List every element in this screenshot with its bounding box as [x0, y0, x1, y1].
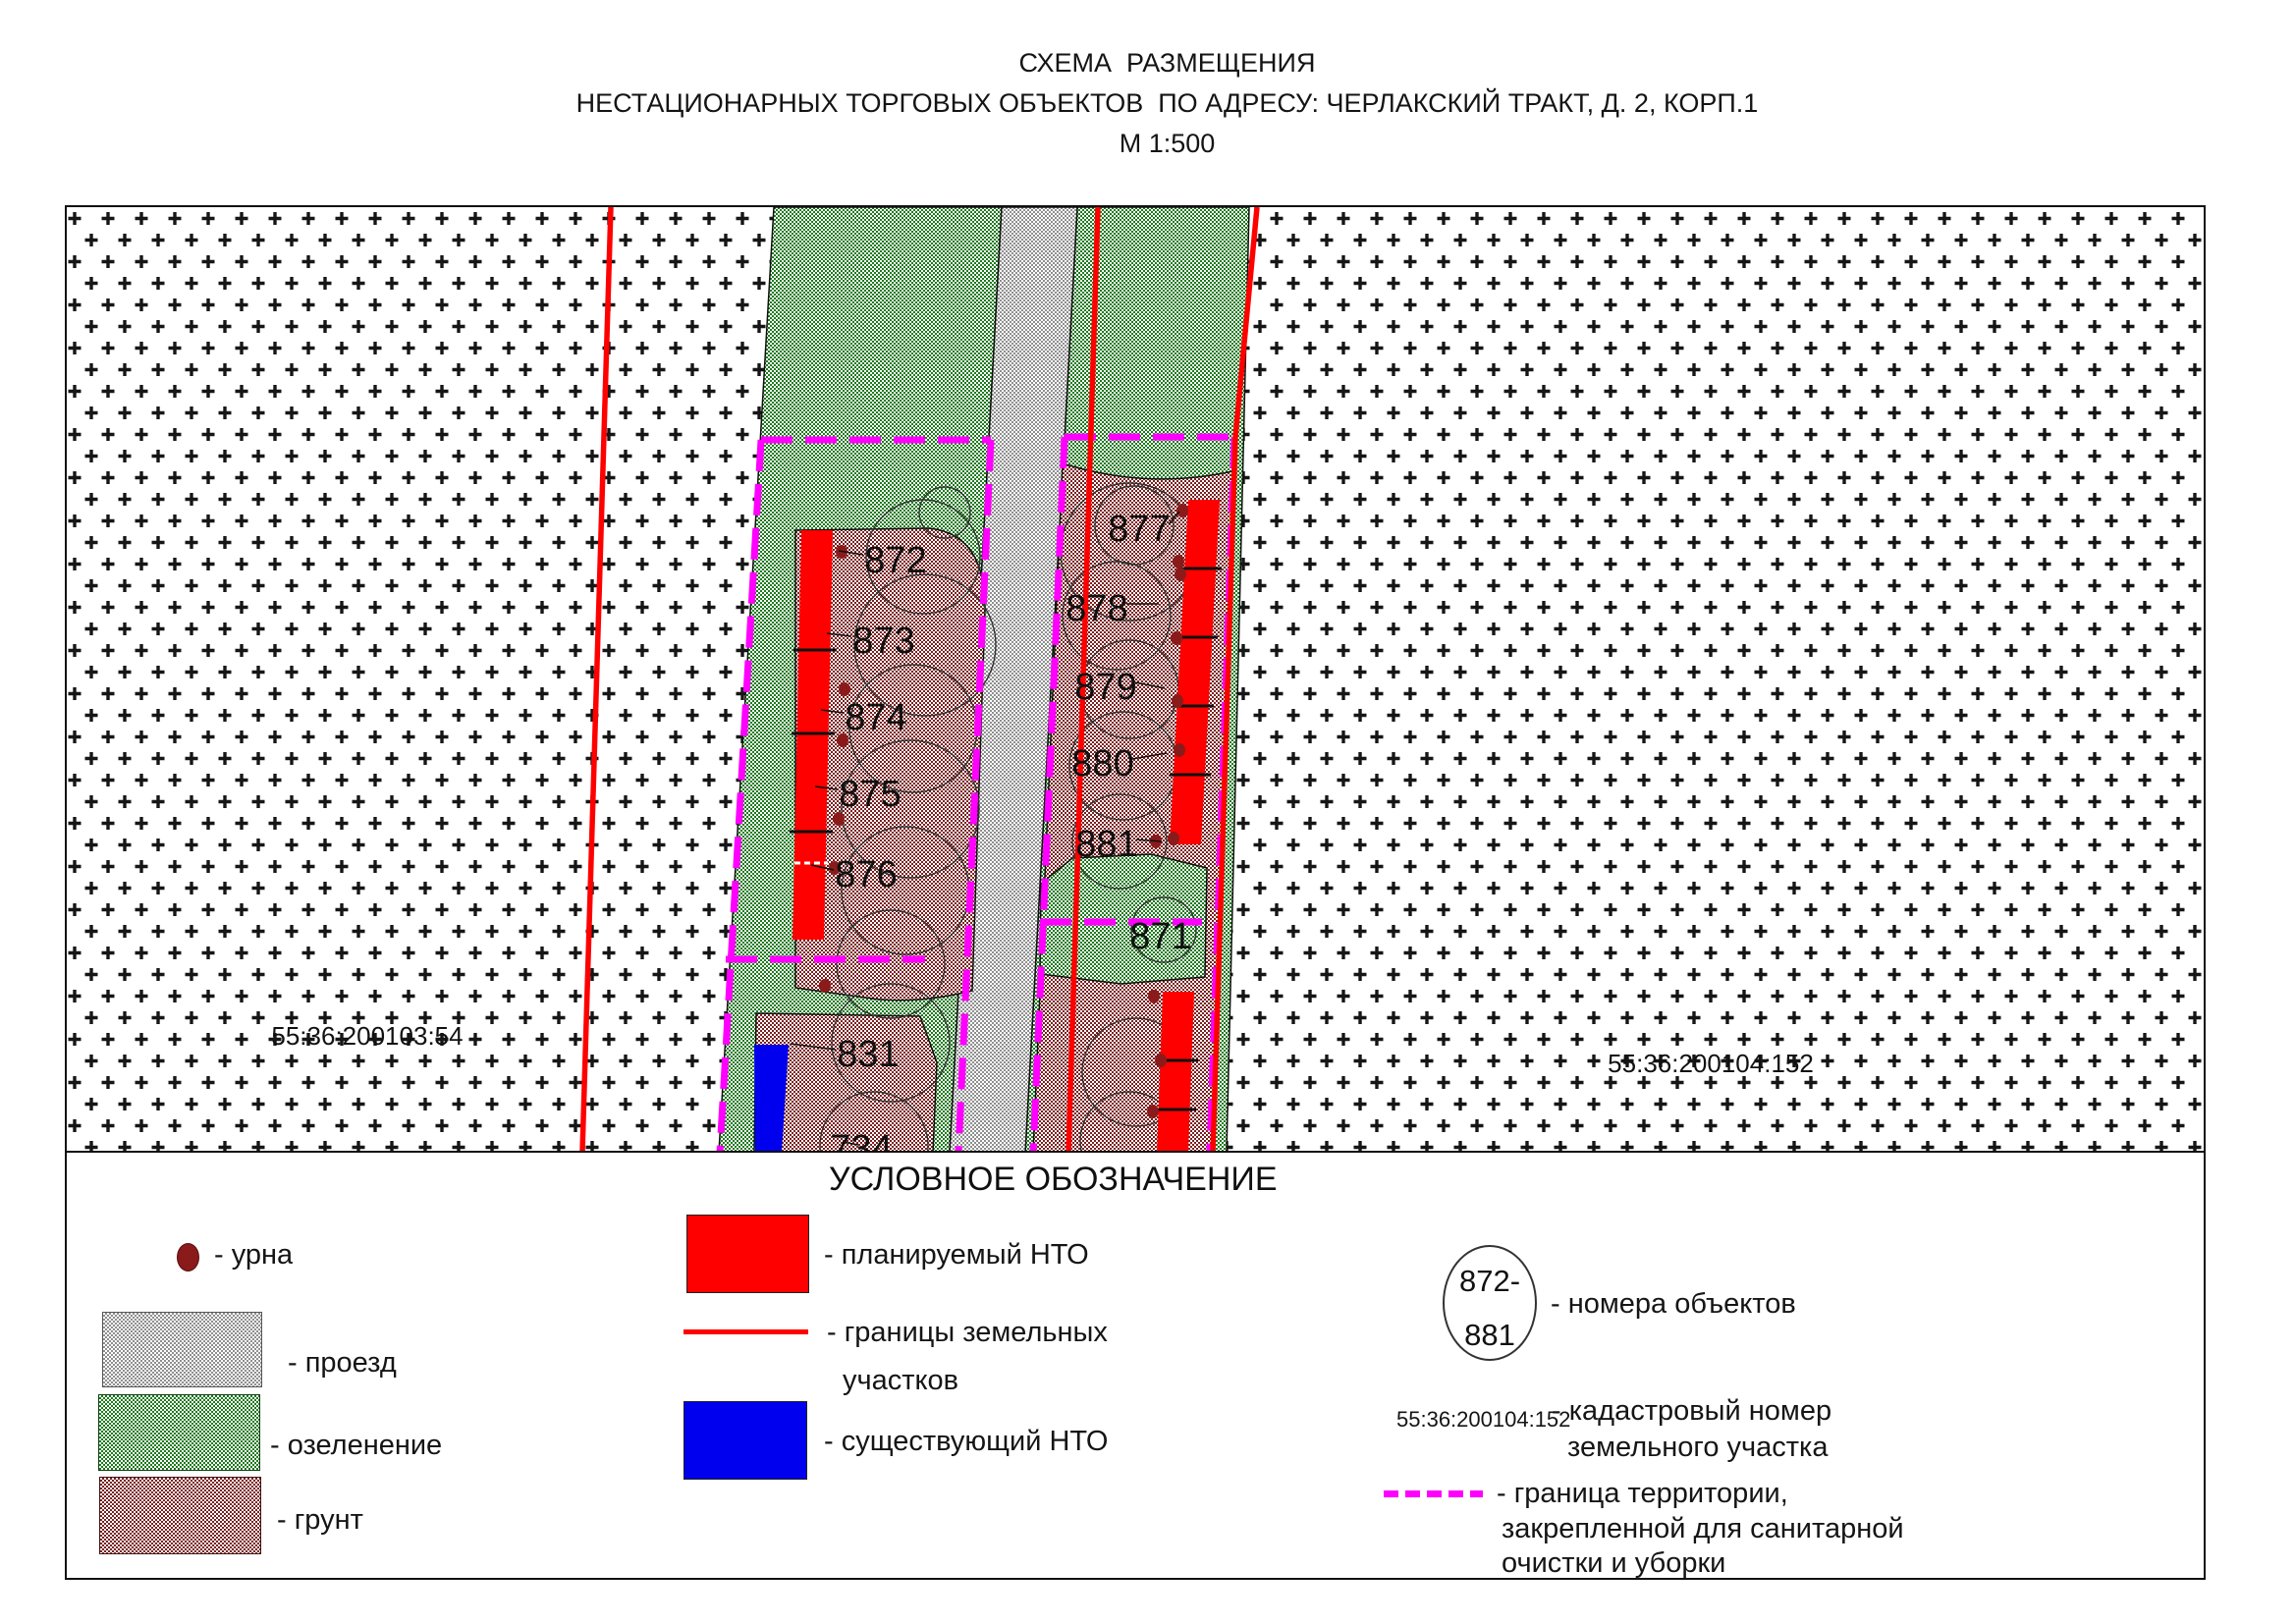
- document-title: СХЕМА РАЗМЕЩЕНИЯ НЕСТАЦИОНАРНЫХ ТОРГОВЫХ…: [20, 43, 2295, 164]
- svg-text:872: 872: [864, 540, 926, 581]
- object-numbers-range-line1: 872-: [1458, 1264, 1521, 1298]
- object-numbers-range-line2: 881: [1464, 1318, 1515, 1352]
- svg-text:55:36:200104:152: 55:36:200104:152: [1608, 1049, 1814, 1078]
- map-canvas: 872873874875876877878879880881871831734 …: [67, 207, 2204, 1153]
- title-line-2: НЕСТАЦИОНАРНЫХ ТОРГОВЫХ ОБЪЕКТОВ ПО АДРЕ…: [575, 88, 1759, 118]
- legend: УСЛОВНОЕ ОБОЗНАЧЕНИЕ - урна - проезд - о…: [65, 1151, 2206, 1580]
- legend-existing-nto-label: - существующий НТО: [824, 1426, 1109, 1457]
- svg-text:831: 831: [837, 1034, 899, 1075]
- existing-nto-bar: [754, 1045, 789, 1153]
- legend-parcel-borders-line2: участков: [843, 1365, 959, 1396]
- svg-text:871: 871: [1129, 916, 1191, 957]
- svg-text:880: 880: [1071, 743, 1133, 785]
- legend-territory-line2: закрепленной для санитарной: [1502, 1513, 1904, 1544]
- existing-nto-swatch: [683, 1401, 807, 1480]
- legend-territory-line3: очистки и уборки: [1502, 1547, 1726, 1579]
- legend-parcel-borders-line1: - границы земельных: [827, 1317, 1108, 1348]
- object-number-labels: 872 873 874 875 876 877 878 879 880 881 871 831 734: [830, 509, 1191, 1153]
- svg-text:876: 876: [835, 854, 897, 895]
- svg-text:55:36:200103:54: 55:36:200103:54: [271, 1021, 463, 1051]
- legend-numbers-label: - номера объектов: [1551, 1288, 1796, 1320]
- legend-territory-line1: - граница территории,: [1497, 1478, 1788, 1509]
- ground-area-831: [753, 1012, 938, 1153]
- greenery-notch-871: [1039, 853, 1208, 985]
- svg-text:873: 873: [852, 621, 914, 662]
- road-swatch: [102, 1312, 262, 1387]
- legend-planned-nto-label: - планируемый НТО: [824, 1239, 1089, 1271]
- parcel-boundary-line-sample: [683, 1329, 808, 1334]
- svg-text:874: 874: [845, 697, 906, 738]
- legend-greenery-label: - озеленение: [270, 1430, 443, 1461]
- urn-icon: [177, 1243, 199, 1272]
- legend-cadastral-line2: земельного участка: [1567, 1432, 1829, 1463]
- territory-boundary-line-sample: [1384, 1490, 1483, 1497]
- label-leader-lines: [790, 511, 1180, 1146]
- parcel-boundary-lines: [579, 207, 1260, 1153]
- svg-text:879: 879: [1074, 667, 1136, 708]
- greenery-swatch: [98, 1394, 260, 1471]
- svg-text:877: 877: [1108, 509, 1170, 550]
- title-scale: М 1:500: [1119, 129, 1216, 158]
- svg-text:881: 881: [1075, 824, 1137, 865]
- legend-cadastral-line1: - кадастровый номер: [1552, 1395, 1832, 1427]
- legend-urn-label: - урна: [214, 1239, 294, 1271]
- site-plan-map: 872 873 874 875 876 877 878 879 880 881 871 831 734 …: [65, 205, 2206, 1155]
- planned-nto-swatch: [686, 1215, 809, 1293]
- legend-cadastral-value: 55:36:200104:152: [1396, 1407, 1571, 1432]
- svg-text:734: 734: [830, 1128, 892, 1153]
- cadastral-number-labels: 55:36:200103:54 55:36:200104:152: [271, 1021, 1813, 1078]
- svg-text:875: 875: [839, 774, 901, 815]
- object-numbers-circle: 872- 881: [1443, 1245, 1537, 1361]
- svg-text:878: 878: [1066, 588, 1127, 629]
- ground-swatch: [99, 1477, 261, 1554]
- title-line-1: СХЕМА РАЗМЕЩЕНИЯ: [1018, 48, 1316, 78]
- legend-ground-label: - грунт: [277, 1504, 363, 1536]
- legend-road-label: - проезд: [288, 1347, 397, 1379]
- legend-title: УСЛОВНОЕ ОБОЗНАЧЕНИЕ: [829, 1161, 1278, 1198]
